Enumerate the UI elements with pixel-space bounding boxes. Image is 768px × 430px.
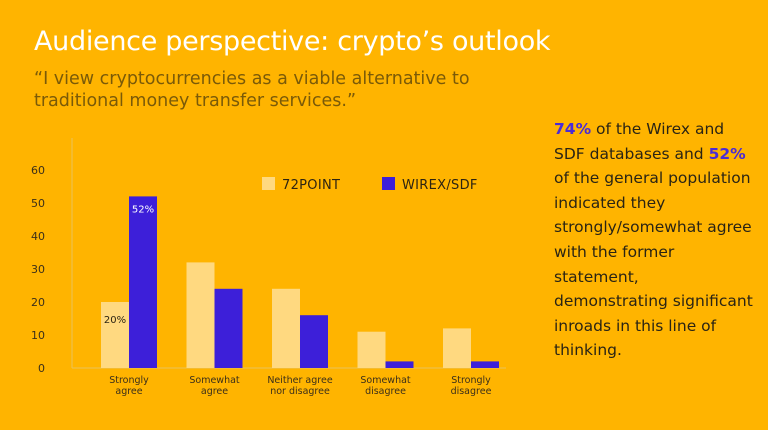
- data-label: 52%: [132, 204, 154, 215]
- x-category-label: Somewhat: [360, 375, 411, 386]
- insight-pct-wirex: 74%: [554, 120, 592, 138]
- x-category-label: Strongly: [109, 375, 149, 386]
- y-tick-label: 10: [31, 329, 45, 342]
- x-category-label: Somewhat: [189, 375, 240, 386]
- bar-72point: [101, 302, 129, 368]
- x-category-label: disagree: [451, 386, 492, 397]
- insight-pct-general: 52%: [708, 144, 746, 163]
- bar-wirex-sdf: [471, 361, 499, 368]
- y-tick-label: 60: [31, 164, 45, 177]
- x-category-label: nor disagree: [270, 386, 330, 397]
- legend-label: WIREX/SDF: [402, 178, 478, 193]
- insight-text: 74% of the Wirex and SDF databases and 5…: [554, 117, 754, 363]
- y-tick-label: 20: [31, 296, 45, 309]
- y-tick-label: 0: [38, 362, 45, 375]
- bar-72point: [443, 328, 471, 368]
- legend-swatch: [262, 177, 275, 190]
- bar-72point: [272, 288, 300, 368]
- insight-text-2: of the general population indicated they…: [554, 169, 753, 360]
- bar-wirex-sdf: [129, 196, 157, 368]
- data-label: 20%: [104, 315, 126, 326]
- x-category-label: agree: [115, 386, 142, 397]
- x-category-label: agree: [201, 386, 228, 397]
- bar-wirex-sdf: [385, 361, 414, 368]
- page-title: Audience perspective: crypto’s outlook: [34, 26, 551, 57]
- insight-text-1: of the Wirex and SDF databases and: [554, 120, 725, 163]
- y-tick-label: 30: [31, 263, 45, 276]
- survey-question: “I view cryptocurrencies as a viable alt…: [34, 69, 470, 111]
- x-category-label: Neither agree: [267, 375, 333, 386]
- legend-label: 72POINT: [282, 178, 340, 193]
- bar-72point: [186, 262, 215, 368]
- x-category-label: disagree: [365, 386, 406, 397]
- bar-wirex-sdf: [300, 315, 328, 368]
- y-tick-label: 50: [31, 197, 45, 210]
- bar-72point: [357, 331, 386, 368]
- legend-swatch: [382, 177, 395, 190]
- x-category-label: Strongly: [451, 375, 491, 386]
- bar-wirex-sdf: [214, 288, 243, 368]
- y-tick-label: 40: [31, 230, 45, 243]
